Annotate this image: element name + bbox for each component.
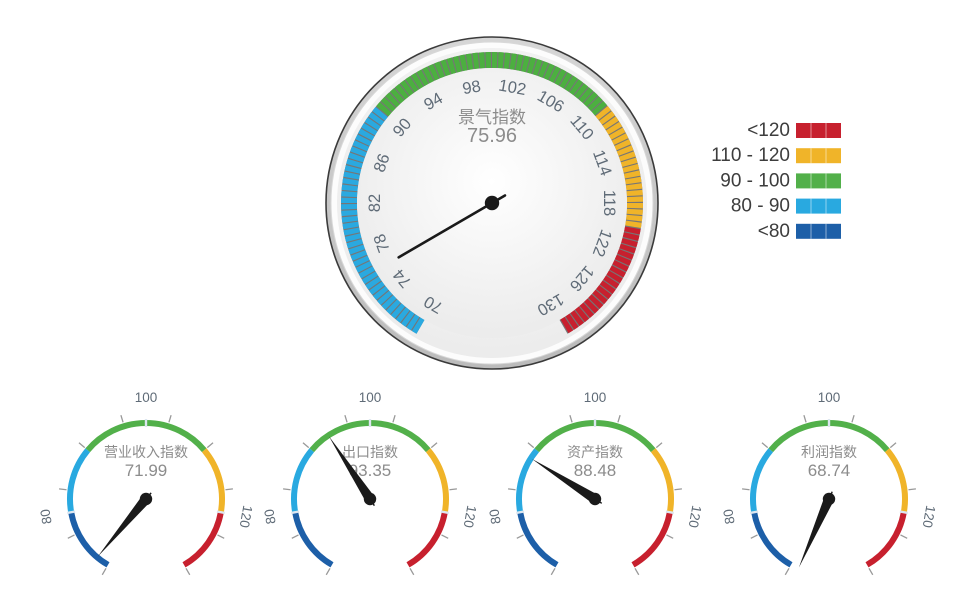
svg-text:80 - 90: 80 - 90 xyxy=(731,196,790,217)
svg-text:75.96: 75.96 xyxy=(467,125,517,147)
svg-text:118: 118 xyxy=(600,190,618,216)
svg-text:82: 82 xyxy=(366,194,384,212)
svg-text:80: 80 xyxy=(486,508,503,525)
svg-text:100: 100 xyxy=(135,390,158,405)
svg-text:利润指数: 利润指数 xyxy=(801,444,857,460)
svg-text:80: 80 xyxy=(37,508,54,525)
svg-text:71.99: 71.99 xyxy=(125,461,168,480)
svg-text:80: 80 xyxy=(720,508,737,525)
svg-text:88.48: 88.48 xyxy=(574,461,617,480)
svg-text:营业收入指数: 营业收入指数 xyxy=(104,444,188,460)
svg-text:<80: <80 xyxy=(758,221,790,242)
svg-text:资产指数: 资产指数 xyxy=(567,444,623,460)
svg-text:<120: <120 xyxy=(747,120,790,141)
svg-text:100: 100 xyxy=(818,390,841,405)
svg-text:68.74: 68.74 xyxy=(808,461,851,480)
svg-text:100: 100 xyxy=(584,390,607,405)
svg-text:100: 100 xyxy=(359,390,382,405)
svg-text:98: 98 xyxy=(461,77,482,98)
svg-text:出口指数: 出口指数 xyxy=(342,444,398,460)
svg-text:80: 80 xyxy=(261,508,278,525)
svg-text:90 - 100: 90 - 100 xyxy=(720,170,790,191)
svg-text:110 - 120: 110 - 120 xyxy=(711,145,790,166)
